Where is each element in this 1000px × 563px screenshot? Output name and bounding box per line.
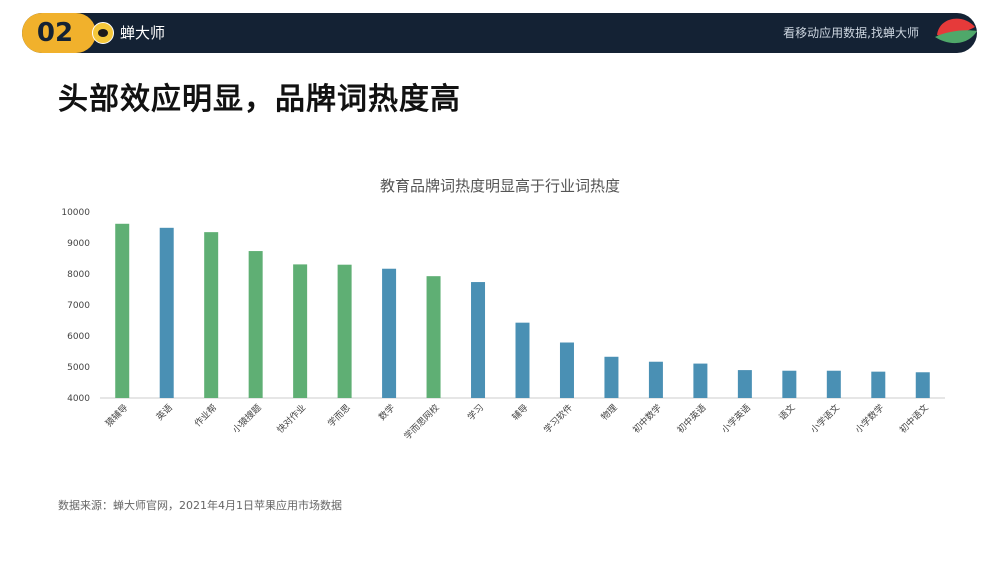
bar-15: [782, 370, 797, 398]
x-tick-label: 小学英语: [719, 402, 753, 436]
bars-group: [115, 223, 930, 398]
x-tick-label: 英语: [154, 402, 175, 423]
top-banner: 02 蝉大师 看移动应用数据,找蝉大师: [22, 13, 977, 53]
bar-4: [293, 264, 308, 398]
slogan: 看移动应用数据,找蝉大师: [783, 26, 919, 40]
bar-5: [337, 264, 352, 398]
bar-8: [471, 282, 486, 398]
x-tick-label: 小猿搜题: [230, 402, 264, 436]
bar-17: [871, 371, 886, 398]
x-tick-label: 小学语文: [808, 402, 842, 436]
brand-name: 蝉大师: [120, 24, 166, 42]
chart-area: 教育品牌词热度明显高于行业词热度 4000 5000 6000 7000 8000 900…: [0, 165, 1000, 465]
x-tick-label: 学习软件: [541, 402, 575, 436]
y-tick-label: 8000: [67, 270, 90, 280]
y-tick-label: 7000: [67, 301, 90, 311]
page-headline: 头部效应明显，品牌词热度高: [58, 82, 461, 117]
y-tick-label: 10000: [61, 208, 90, 218]
y-tick-label: 6000: [67, 332, 90, 342]
bar-0: [115, 223, 130, 398]
bar-10: [559, 342, 574, 398]
bar-3: [248, 251, 263, 398]
x-tick-label: 猿辅导: [103, 402, 131, 430]
bar-1: [159, 227, 174, 398]
bar-14: [737, 370, 752, 398]
section-number: 02: [36, 18, 74, 48]
leaf-decoration-icon: [935, 18, 977, 44]
x-tick-label: 学而思: [325, 402, 353, 430]
section-badge: 02: [22, 13, 96, 53]
x-tick-label: 小学数学: [852, 402, 886, 436]
x-tick-label: 初中数学: [630, 402, 664, 436]
x-tick-label: 作业帮: [192, 402, 220, 430]
y-tick-label: 4000: [67, 394, 90, 404]
x-tick-label: 学而思网校: [401, 402, 441, 442]
bar-16: [826, 370, 841, 398]
x-tick-label: 快对作业: [274, 402, 308, 436]
x-labels-group: 猿辅导 英语 作业帮 小猿搜题 快对作业 学而思 数学 学而思网校 学习 辅导 学习软件 物理 初中数学…: [103, 402, 931, 442]
bar-9: [515, 322, 530, 398]
bar-2: [204, 232, 219, 398]
bar-12: [648, 361, 663, 398]
axis-group: 4000 5000 6000 7000 8000 9000 10000: [61, 208, 945, 404]
bar-18: [915, 372, 930, 398]
bar-7: [426, 276, 441, 398]
x-tick-label: 物理: [598, 402, 619, 423]
chandashi-logo-icon: [92, 22, 114, 44]
x-tick-label: 初中语文: [897, 402, 931, 436]
x-tick-label: 学习: [465, 402, 486, 423]
x-tick-label: 初中英语: [675, 402, 709, 436]
y-tick-label: 5000: [67, 363, 90, 373]
x-tick-label: 辅导: [509, 402, 530, 423]
y-tick-label: 9000: [67, 239, 90, 249]
x-tick-label: 数学: [376, 402, 397, 423]
source-note: 数据来源：蝉大师官网，2021年4月1日苹果应用市场数据: [58, 499, 342, 512]
bar-13: [693, 363, 708, 398]
bar-6: [382, 268, 397, 398]
bar-11: [604, 356, 619, 398]
x-tick-label: 语文: [776, 402, 797, 423]
chart-title: 教育品牌词热度明显高于行业词热度: [380, 177, 620, 195]
bar-chart: 教育品牌词热度明显高于行业词热度 4000 5000 6000 7000 8000 900…: [61, 177, 945, 442]
